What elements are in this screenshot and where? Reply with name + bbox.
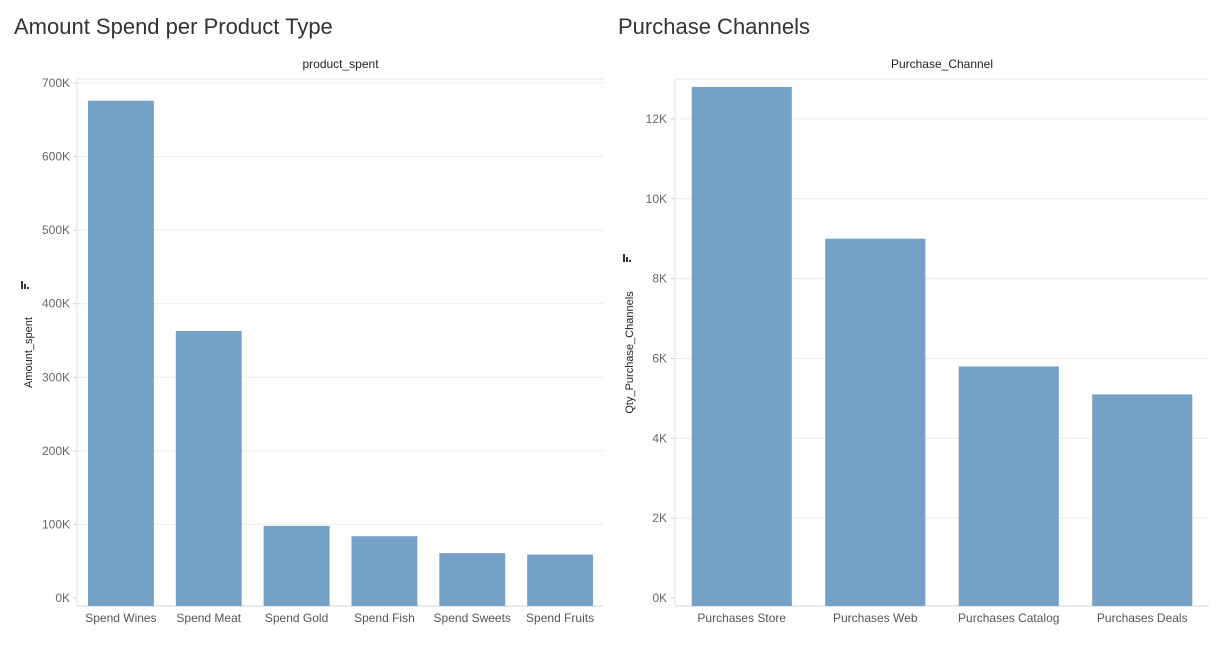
bar[interactable] bbox=[1092, 394, 1193, 606]
category-label: Spend Fish bbox=[354, 611, 415, 625]
y-tick-label: 500K bbox=[42, 223, 70, 237]
y-tick-label: 0K bbox=[652, 591, 667, 605]
y-axis-label: Qty_Purchase_Channels bbox=[624, 291, 636, 414]
bar[interactable] bbox=[87, 100, 154, 607]
category-label: Purchases Store bbox=[697, 611, 786, 625]
category-label: Spend Fruits bbox=[526, 611, 594, 625]
column-header: Purchase_Channel bbox=[891, 57, 993, 71]
category-label: Spend Gold bbox=[265, 611, 328, 625]
sort-icon-bar bbox=[24, 284, 26, 289]
bar[interactable] bbox=[691, 86, 792, 606]
y-tick-label: 400K bbox=[42, 297, 70, 311]
sort-icon-bar bbox=[21, 281, 23, 289]
bar[interactable] bbox=[958, 366, 1059, 606]
category-label: Spend Wines bbox=[85, 611, 156, 625]
category-label: Purchases Web bbox=[833, 611, 918, 625]
y-tick-label: 12K bbox=[646, 112, 667, 126]
y-tick-label: 600K bbox=[42, 150, 70, 164]
product-spend-chart: product_spent 0K 100K 200K 300K 400K 500K 600K 7… bbox=[21, 57, 604, 625]
bar[interactable] bbox=[263, 525, 330, 606]
y-tick-label: 2K bbox=[652, 511, 667, 525]
bar[interactable] bbox=[351, 536, 418, 606]
bar[interactable] bbox=[439, 553, 506, 606]
y-tick-label: 100K bbox=[42, 517, 70, 531]
y-tick-label: 200K bbox=[42, 444, 70, 458]
bar[interactable] bbox=[527, 554, 594, 606]
sort-icon-bar bbox=[623, 254, 625, 262]
purchase-channels-chart: Purchase_Channel 0K 2K 4K 6K 8K 10K 12K Purchase… bbox=[623, 57, 1209, 625]
y-axis-label: Amount_spent bbox=[23, 317, 35, 388]
y-tick-label: 8K bbox=[652, 272, 667, 286]
sort-icon-bar bbox=[626, 257, 628, 262]
category-label: Spend Sweets bbox=[434, 611, 511, 625]
y-tick-label: 0K bbox=[55, 591, 70, 605]
chart-title: Purchase Channels bbox=[618, 14, 811, 39]
sort-icon-bar bbox=[27, 287, 29, 289]
y-tick-label: 300K bbox=[42, 370, 70, 384]
bar[interactable] bbox=[825, 238, 926, 606]
y-tick-label: 700K bbox=[42, 76, 70, 90]
y-tick-label: 10K bbox=[646, 192, 667, 206]
category-label: Purchases Deals bbox=[1097, 611, 1188, 625]
category-label: Spend Meat bbox=[176, 611, 241, 625]
category-label: Purchases Catalog bbox=[958, 611, 1059, 625]
sort-descending-icon[interactable] bbox=[21, 281, 29, 289]
sort-descending-icon[interactable] bbox=[623, 254, 631, 262]
y-tick-label: 6K bbox=[652, 351, 667, 365]
purchase-channels-panel: Purchase Channels Purchase_Channel 0K 2K 4K… bbox=[604, 0, 1217, 646]
chart-title: Amount Spend per Product Type bbox=[14, 14, 333, 39]
y-tick-label: 4K bbox=[652, 431, 667, 445]
bar[interactable] bbox=[175, 330, 242, 606]
product-spend-panel: Amount Spend per Product Type product_sp… bbox=[14, 14, 604, 625]
column-header: product_spent bbox=[302, 57, 379, 71]
sort-icon-bar bbox=[629, 260, 631, 262]
